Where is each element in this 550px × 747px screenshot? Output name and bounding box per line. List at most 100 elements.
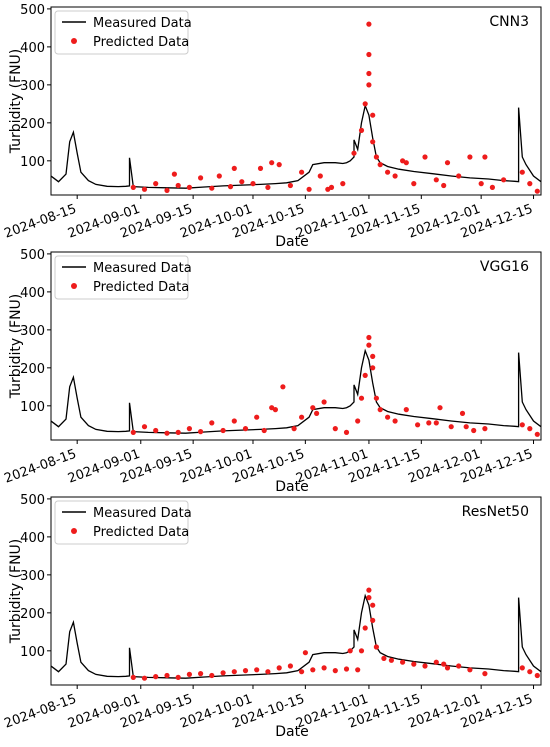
- predicted-data-point: [385, 414, 391, 420]
- predicted-data-point: [254, 667, 260, 673]
- predicted-data-point: [392, 173, 398, 179]
- predicted-data-point: [209, 420, 215, 426]
- predicted-data-point: [448, 424, 454, 430]
- predicted-data-point: [272, 407, 278, 413]
- axes-frame: [50, 496, 542, 686]
- predicted-data-point: [467, 154, 473, 160]
- predicted-data-point: [527, 426, 533, 432]
- predicted-data-point: [444, 160, 451, 166]
- predicted-data-point: [220, 427, 226, 434]
- chart-panel-2: 1002003004005002024-08-152024-09-012024-…: [2, 248, 542, 495]
- predicted-data-point: [321, 665, 327, 671]
- predicted-data-point: [415, 422, 421, 428]
- predicted-data-point: [370, 353, 376, 359]
- predicted-data-point: [358, 127, 365, 133]
- predicted-data-point: [287, 182, 293, 189]
- legend-dot-swatch: [71, 283, 77, 289]
- predicted-data-point: [358, 648, 365, 654]
- predicted-data-point: [377, 162, 383, 168]
- predicted-data-point: [422, 663, 428, 669]
- predicted-data-point: [534, 672, 540, 679]
- predicted-data-point: [411, 661, 417, 667]
- predicted-data-point: [332, 426, 338, 432]
- legend-label-predicted: Predicted Data: [93, 35, 189, 50]
- predicted-data-point: [355, 418, 361, 424]
- predicted-data-point: [388, 657, 394, 663]
- predicted-data-point: [444, 665, 451, 671]
- predicted-data-point: [385, 169, 391, 175]
- predicted-data-point: [314, 410, 320, 416]
- predicted-data-point: [239, 179, 245, 185]
- measured-data-line: [51, 103, 541, 189]
- chart-title: VGG16: [480, 259, 529, 275]
- predicted-data-point: [534, 431, 540, 437]
- predicted-data-point: [459, 410, 466, 416]
- predicted-data-point: [242, 426, 249, 432]
- predicted-data-point: [164, 430, 170, 436]
- chart-title: ResNet50: [462, 504, 529, 520]
- axes-frame: [50, 251, 542, 441]
- y-axis-label: Turbidity (FNU): [8, 539, 24, 645]
- predicted-data-point: [265, 184, 271, 190]
- predicted-data-point: [366, 51, 372, 58]
- y-tick-label: 400: [20, 41, 45, 56]
- predicted-data-point: [534, 188, 540, 194]
- predicted-data-point: [310, 405, 316, 411]
- y-tick-label: 500: [20, 493, 45, 508]
- legend-label-predicted: Predicted Data: [93, 280, 189, 295]
- predicted-data-point: [433, 177, 439, 183]
- predicted-data-point: [302, 650, 308, 656]
- plot-area: [51, 21, 541, 194]
- predicted-data-point: [332, 668, 338, 674]
- predicted-data-point: [366, 587, 372, 593]
- predicted-data-point: [287, 663, 293, 669]
- predicted-data-point: [347, 648, 353, 654]
- y-tick-label: 500: [20, 248, 45, 263]
- predicted-data-point: [265, 669, 271, 675]
- predicted-data-point: [403, 160, 409, 166]
- predicted-data-point: [250, 181, 256, 187]
- predicted-data-point: [186, 426, 192, 432]
- predicted-data-point: [198, 175, 204, 181]
- predicted-data-point: [130, 674, 136, 681]
- predicted-data-point: [366, 82, 372, 88]
- predicted-data-point: [482, 426, 488, 432]
- y-tick-label: 400: [20, 531, 45, 546]
- predicted-data-point: [351, 150, 357, 156]
- predicted-data-point: [216, 173, 222, 179]
- x-tick-label: 2024-08-15: [2, 447, 78, 487]
- predicted-data-point: [366, 21, 372, 27]
- x-axis-label: Date: [275, 234, 308, 250]
- predicted-data-point: [370, 139, 376, 145]
- y-tick-label: 400: [20, 286, 45, 301]
- predicted-data-point: [366, 342, 372, 348]
- predicted-data-point: [392, 418, 398, 424]
- y-tick-label: 300: [20, 324, 45, 339]
- predicted-data-point: [343, 429, 350, 435]
- predicted-data-point: [456, 663, 462, 669]
- legend-label-predicted: Predicted Data: [93, 525, 189, 540]
- chart-panel-3: 1002003004005002024-08-152024-09-012024-…: [2, 493, 542, 740]
- x-axis-label: Date: [275, 479, 308, 495]
- y-tick-label: 100: [20, 400, 45, 415]
- predicted-data-point: [370, 617, 376, 624]
- predicted-data-point: [426, 420, 432, 426]
- predicted-data-point: [362, 625, 368, 631]
- predicted-data-point: [254, 414, 260, 420]
- predicted-data-point: [220, 670, 226, 676]
- predicted-data-point: [482, 154, 488, 160]
- predicted-data-point: [310, 667, 316, 673]
- predicted-data-point: [299, 414, 305, 420]
- predicted-data-point: [366, 595, 372, 601]
- predicted-data-point: [130, 184, 136, 190]
- predicted-data-point: [482, 671, 488, 677]
- y-tick-label: 100: [20, 645, 45, 660]
- predicted-data-point: [463, 424, 469, 430]
- y-tick-label: 200: [20, 607, 45, 622]
- predicted-data-point: [456, 173, 462, 179]
- predicted-data-point: [261, 427, 267, 434]
- y-tick-label: 500: [20, 3, 45, 18]
- legend-label-measured: Measured Data: [93, 16, 192, 31]
- predicted-data-point: [422, 154, 428, 160]
